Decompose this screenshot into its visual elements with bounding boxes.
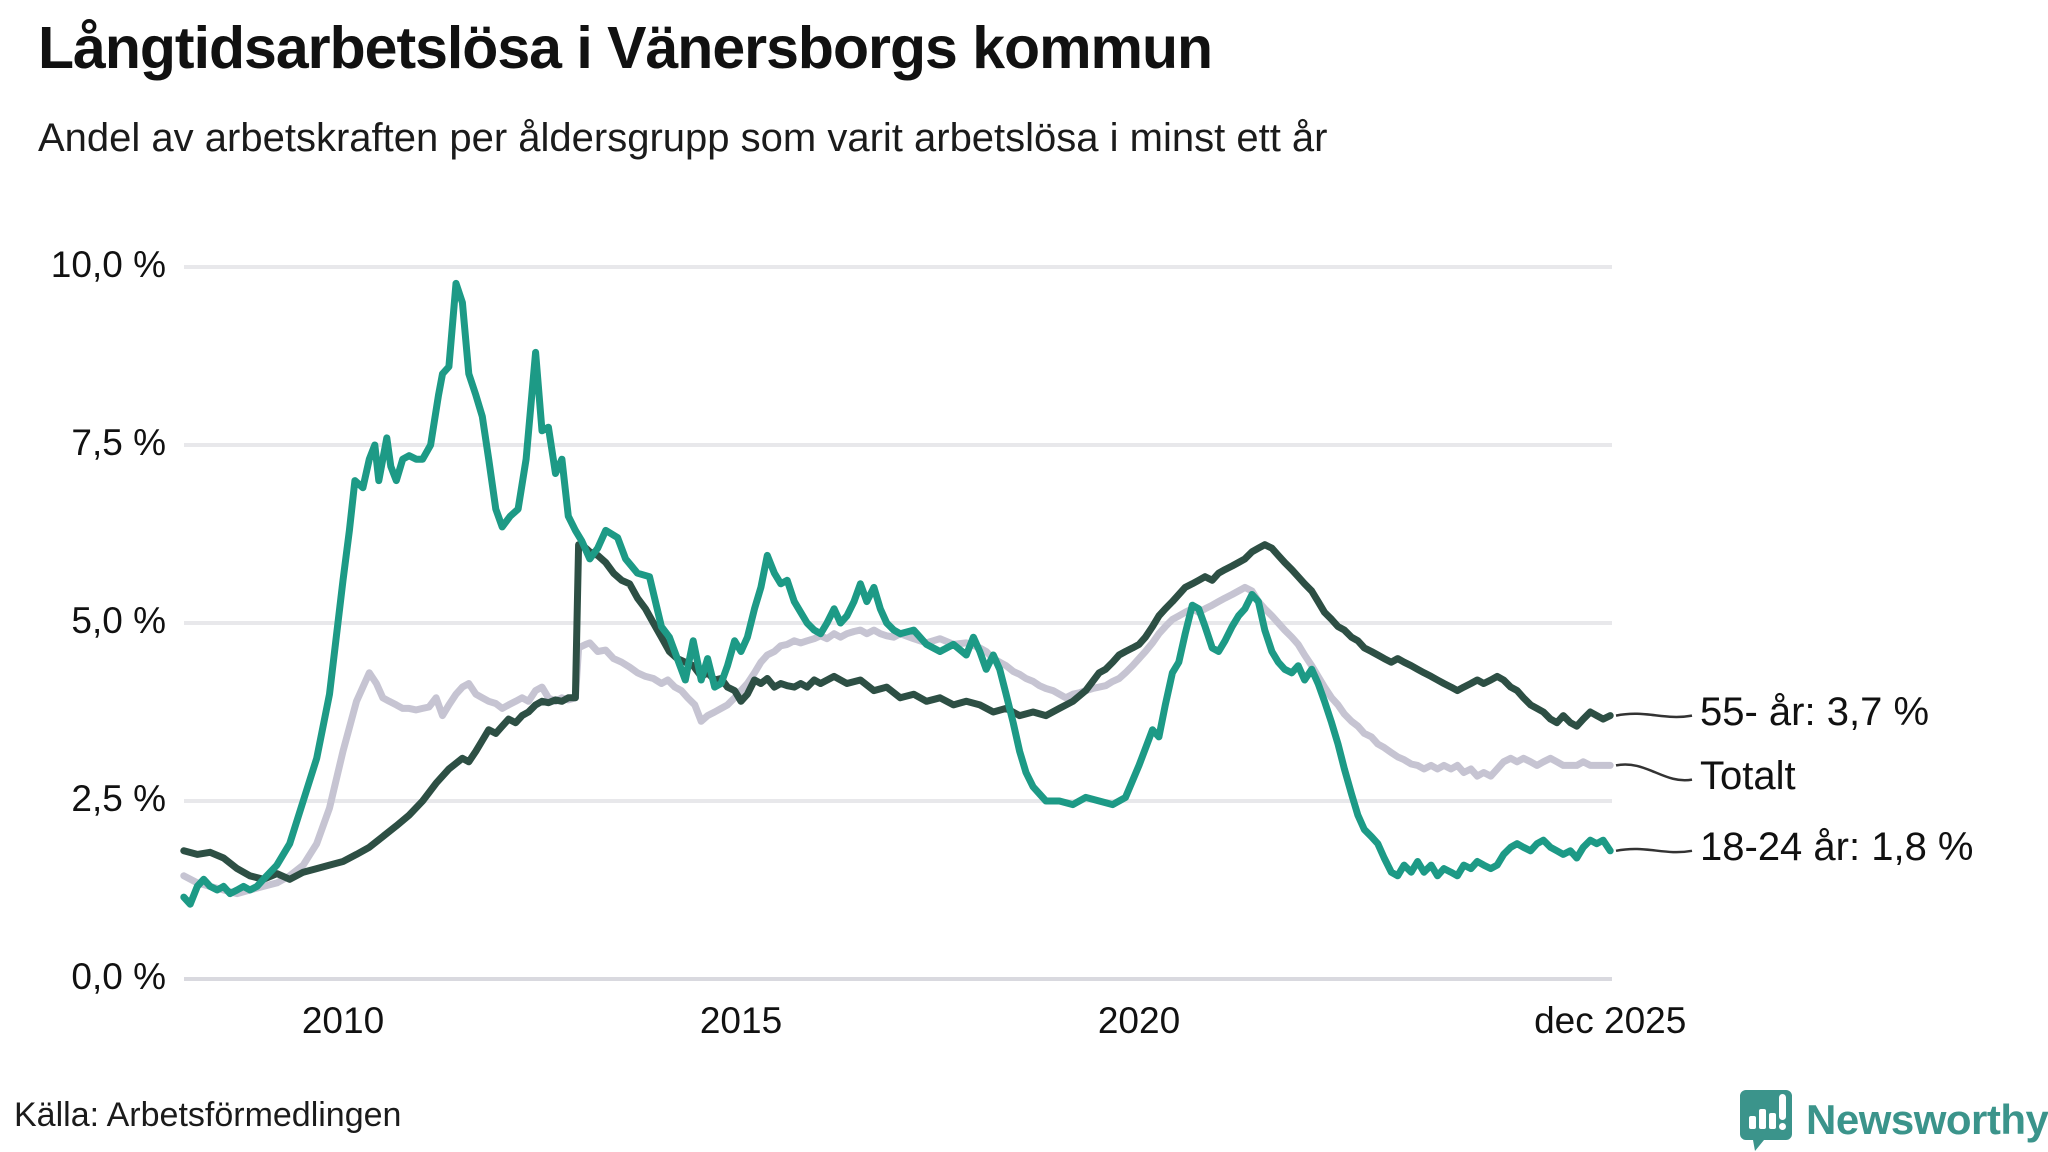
series-end-label-55: 55- år: 3,7 %: [1700, 689, 1930, 734]
series-end-label-totalt: Totalt: [1700, 753, 1796, 798]
y-tick-label-7.5: 7,5 %: [71, 422, 166, 463]
label-connector-18-24-år: [1615, 847, 1693, 854]
label-connector-Totalt: [1615, 763, 1693, 782]
x-tick-label-2020: 2020: [1097, 1000, 1181, 1041]
y-tick-label-0: 0,0 %: [71, 956, 166, 997]
y-tick-label-5: 5,0 %: [71, 600, 166, 641]
y-tick-label-10: 10,0 %: [50, 244, 166, 285]
source-note: Källa: Arbetsförmedlingen: [14, 1096, 402, 1134]
label-connector-55--år: [1615, 712, 1693, 719]
y-tick-label-2.5: 2,5 %: [71, 778, 166, 819]
x-tick-label-2010: 2010: [301, 1000, 385, 1041]
page-title: Långtidsarbetslösa i Vänersborgs kommun: [38, 15, 1213, 81]
series-line-55--år: [180, 541, 1614, 883]
series-line-18-24-år: [180, 279, 1614, 908]
newsworthy-logo-icon: [1740, 1090, 1792, 1151]
x-tick-label-2015: 2015: [699, 1000, 783, 1041]
newsworthy-logo-text: Newsworthy: [1806, 1096, 2048, 1143]
newsworthy-logo: Newsworthy: [1740, 1088, 2048, 1152]
chart-subtitle: Andel av arbetskraften per åldersgrupp s…: [38, 116, 1328, 160]
x-tick-label-dec-2025: dec 2025: [1534, 1000, 1687, 1041]
series-end-label-18-24: 18-24 år: 1,8 %: [1700, 824, 1974, 869]
